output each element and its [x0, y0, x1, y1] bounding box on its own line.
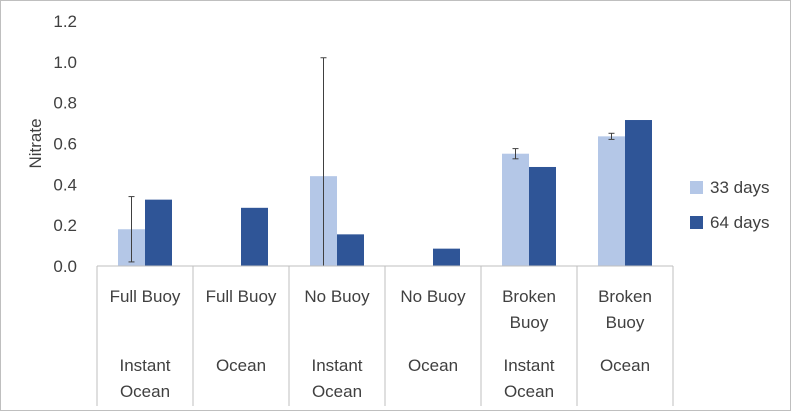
group-label: Ocean [312, 382, 362, 401]
group-label: Instant [119, 356, 170, 375]
bar-64-days-3 [433, 248, 460, 266]
group-label: Ocean [504, 382, 554, 401]
group-label: Instant [311, 356, 362, 375]
y-tick-label: 0.8 [53, 94, 77, 113]
group-label: Instant [503, 356, 554, 375]
bar-33-days-5 [598, 136, 625, 266]
y-tick-label: 1.2 [53, 12, 77, 31]
group-label: Ocean [408, 356, 458, 375]
legend-label-1: 64 days [710, 213, 770, 232]
y-tick-label: 0.2 [53, 216, 77, 235]
category-label: Buoy [510, 313, 549, 332]
category-label: Full Buoy [206, 287, 277, 306]
category-label: No Buoy [400, 287, 466, 306]
bar-64-days-0 [145, 199, 172, 266]
y-axis-title: Nitrate [26, 118, 45, 168]
category-label: Broken [502, 287, 556, 306]
group-label: Ocean [216, 356, 266, 375]
bar-64-days-2 [337, 234, 364, 266]
legend-swatch-1 [690, 216, 703, 229]
y-tick-label: 0.0 [53, 257, 77, 276]
category-label: Full Buoy [110, 287, 181, 306]
bar-64-days-5 [625, 120, 652, 266]
category-label: Buoy [606, 313, 645, 332]
bar-64-days-4 [529, 166, 556, 266]
bar-33-days-4 [502, 153, 529, 266]
legend-swatch-0 [690, 181, 703, 194]
category-label: Broken [598, 287, 652, 306]
y-tick-label: 0.4 [53, 175, 77, 194]
legend-label-0: 33 days [710, 178, 770, 197]
bar-64-days-1 [241, 207, 268, 266]
y-tick-label: 0.6 [53, 135, 77, 154]
y-tick-label: 1.0 [53, 53, 77, 72]
group-label: Ocean [600, 356, 650, 375]
group-label: Ocean [120, 382, 170, 401]
category-label: No Buoy [304, 287, 370, 306]
